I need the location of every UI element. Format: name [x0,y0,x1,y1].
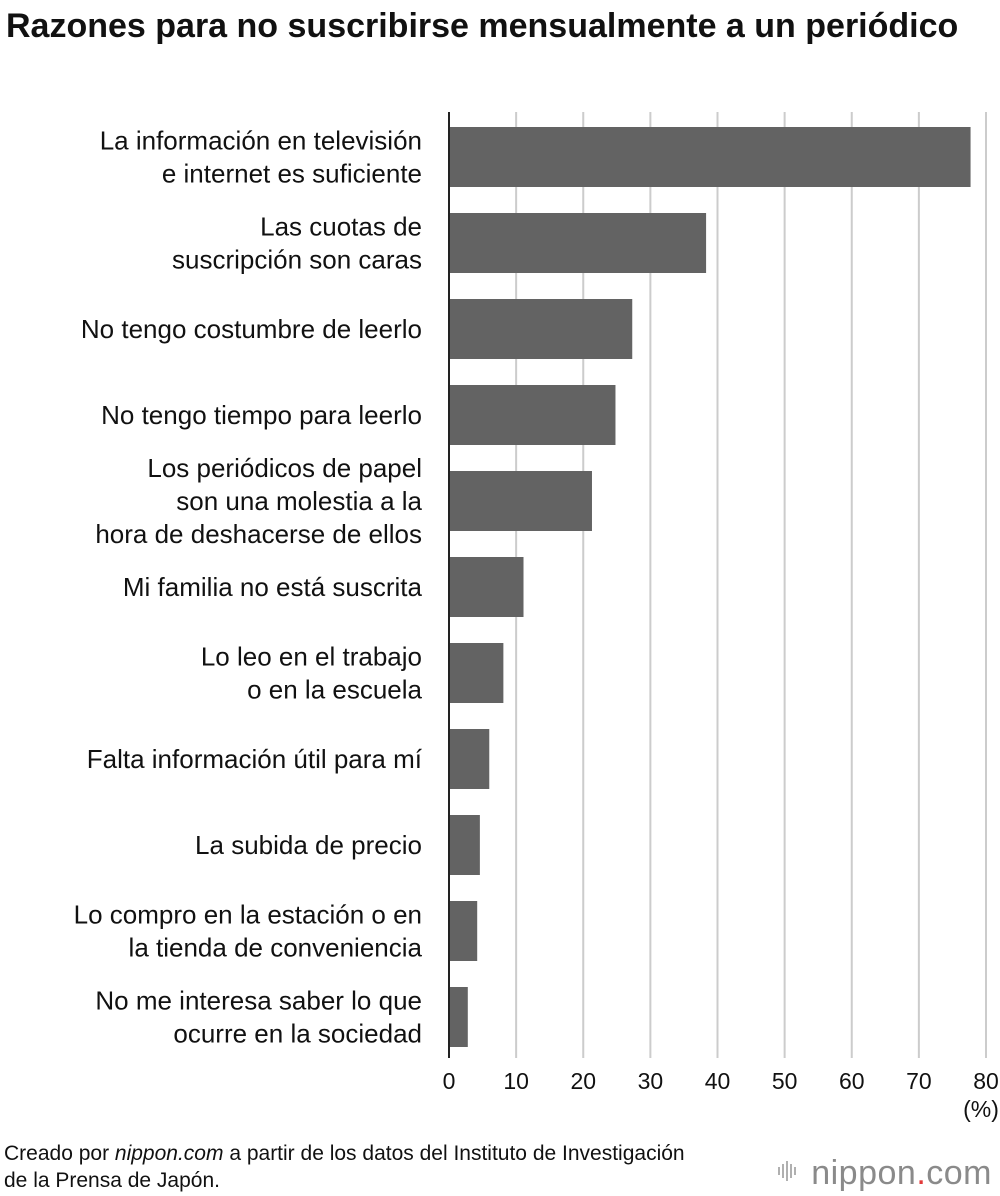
x-tick-label: 0 [443,1068,456,1094]
source-suffix: a partir de los datos del Instituto de I… [4,1142,685,1192]
x-tick-label: 50 [772,1068,798,1094]
category-label: Los periódicos de papel [147,453,422,483]
bar [449,729,490,789]
x-tick-label: 40 [705,1068,731,1094]
category-label: Falta información útil para mí [87,744,423,774]
logo-name: nippon [811,1153,917,1192]
category-label: son una molestia a la [176,486,422,516]
bar [449,901,478,961]
x-tick-label: 80 [973,1068,999,1094]
bar [449,987,468,1047]
chart-title: Razones para no suscribirse mensualmente… [6,7,959,45]
x-unit-label: (%) [963,1096,999,1122]
category-label: Mi familia no está suscrita [123,572,423,602]
x-tick-label: 30 [638,1068,664,1094]
source-site: nippon.com [114,1142,224,1165]
x-tick-label: 10 [503,1068,529,1094]
bar [449,213,707,273]
source-note: Creado por nippon.com a partir de los da… [4,1140,704,1194]
waveform-icon [777,1158,803,1189]
category-label: La subida de precio [195,830,422,860]
bar [449,385,616,445]
x-tick-label: 60 [839,1068,865,1094]
logo-tld: com [926,1153,992,1192]
bar [449,643,504,703]
category-label: Lo compro en la estación o en [74,900,422,930]
bar [449,557,524,617]
category-label: La información en televisión [100,126,422,156]
logo-dot: . [916,1153,927,1192]
logo-wordmark: nippon.com [811,1154,992,1193]
bar [449,815,480,875]
category-label: ocurre en la sociedad [173,1019,422,1049]
bar [449,299,633,359]
category-label: No me interesa saber lo que [95,986,422,1016]
category-label: hora de deshacerse de ellos [95,519,422,549]
category-label: No tengo costumbre de leerlo [81,314,422,344]
nippon-logo: nippon.com [777,1154,992,1193]
x-tick-label: 70 [906,1068,932,1094]
category-label: No tengo tiempo para leerlo [101,400,422,430]
category-label: e internet es suficiente [162,159,422,189]
source-prefix: Creado por [4,1142,115,1165]
category-label: suscripción son caras [172,245,422,275]
category-label: o en la escuela [247,675,422,705]
bar [449,471,592,531]
category-label: Las cuotas de [260,212,422,242]
bar [449,127,971,187]
category-label: la tienda de conveniencia [129,933,423,963]
x-tick-label: 20 [570,1068,596,1094]
category-label: Lo leo en el trabajo [201,642,422,672]
